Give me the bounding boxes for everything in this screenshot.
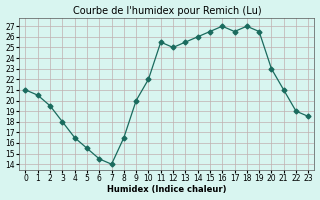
X-axis label: Humidex (Indice chaleur): Humidex (Indice chaleur)	[107, 185, 227, 194]
Title: Courbe de l'humidex pour Remich (Lu): Courbe de l'humidex pour Remich (Lu)	[73, 6, 261, 16]
